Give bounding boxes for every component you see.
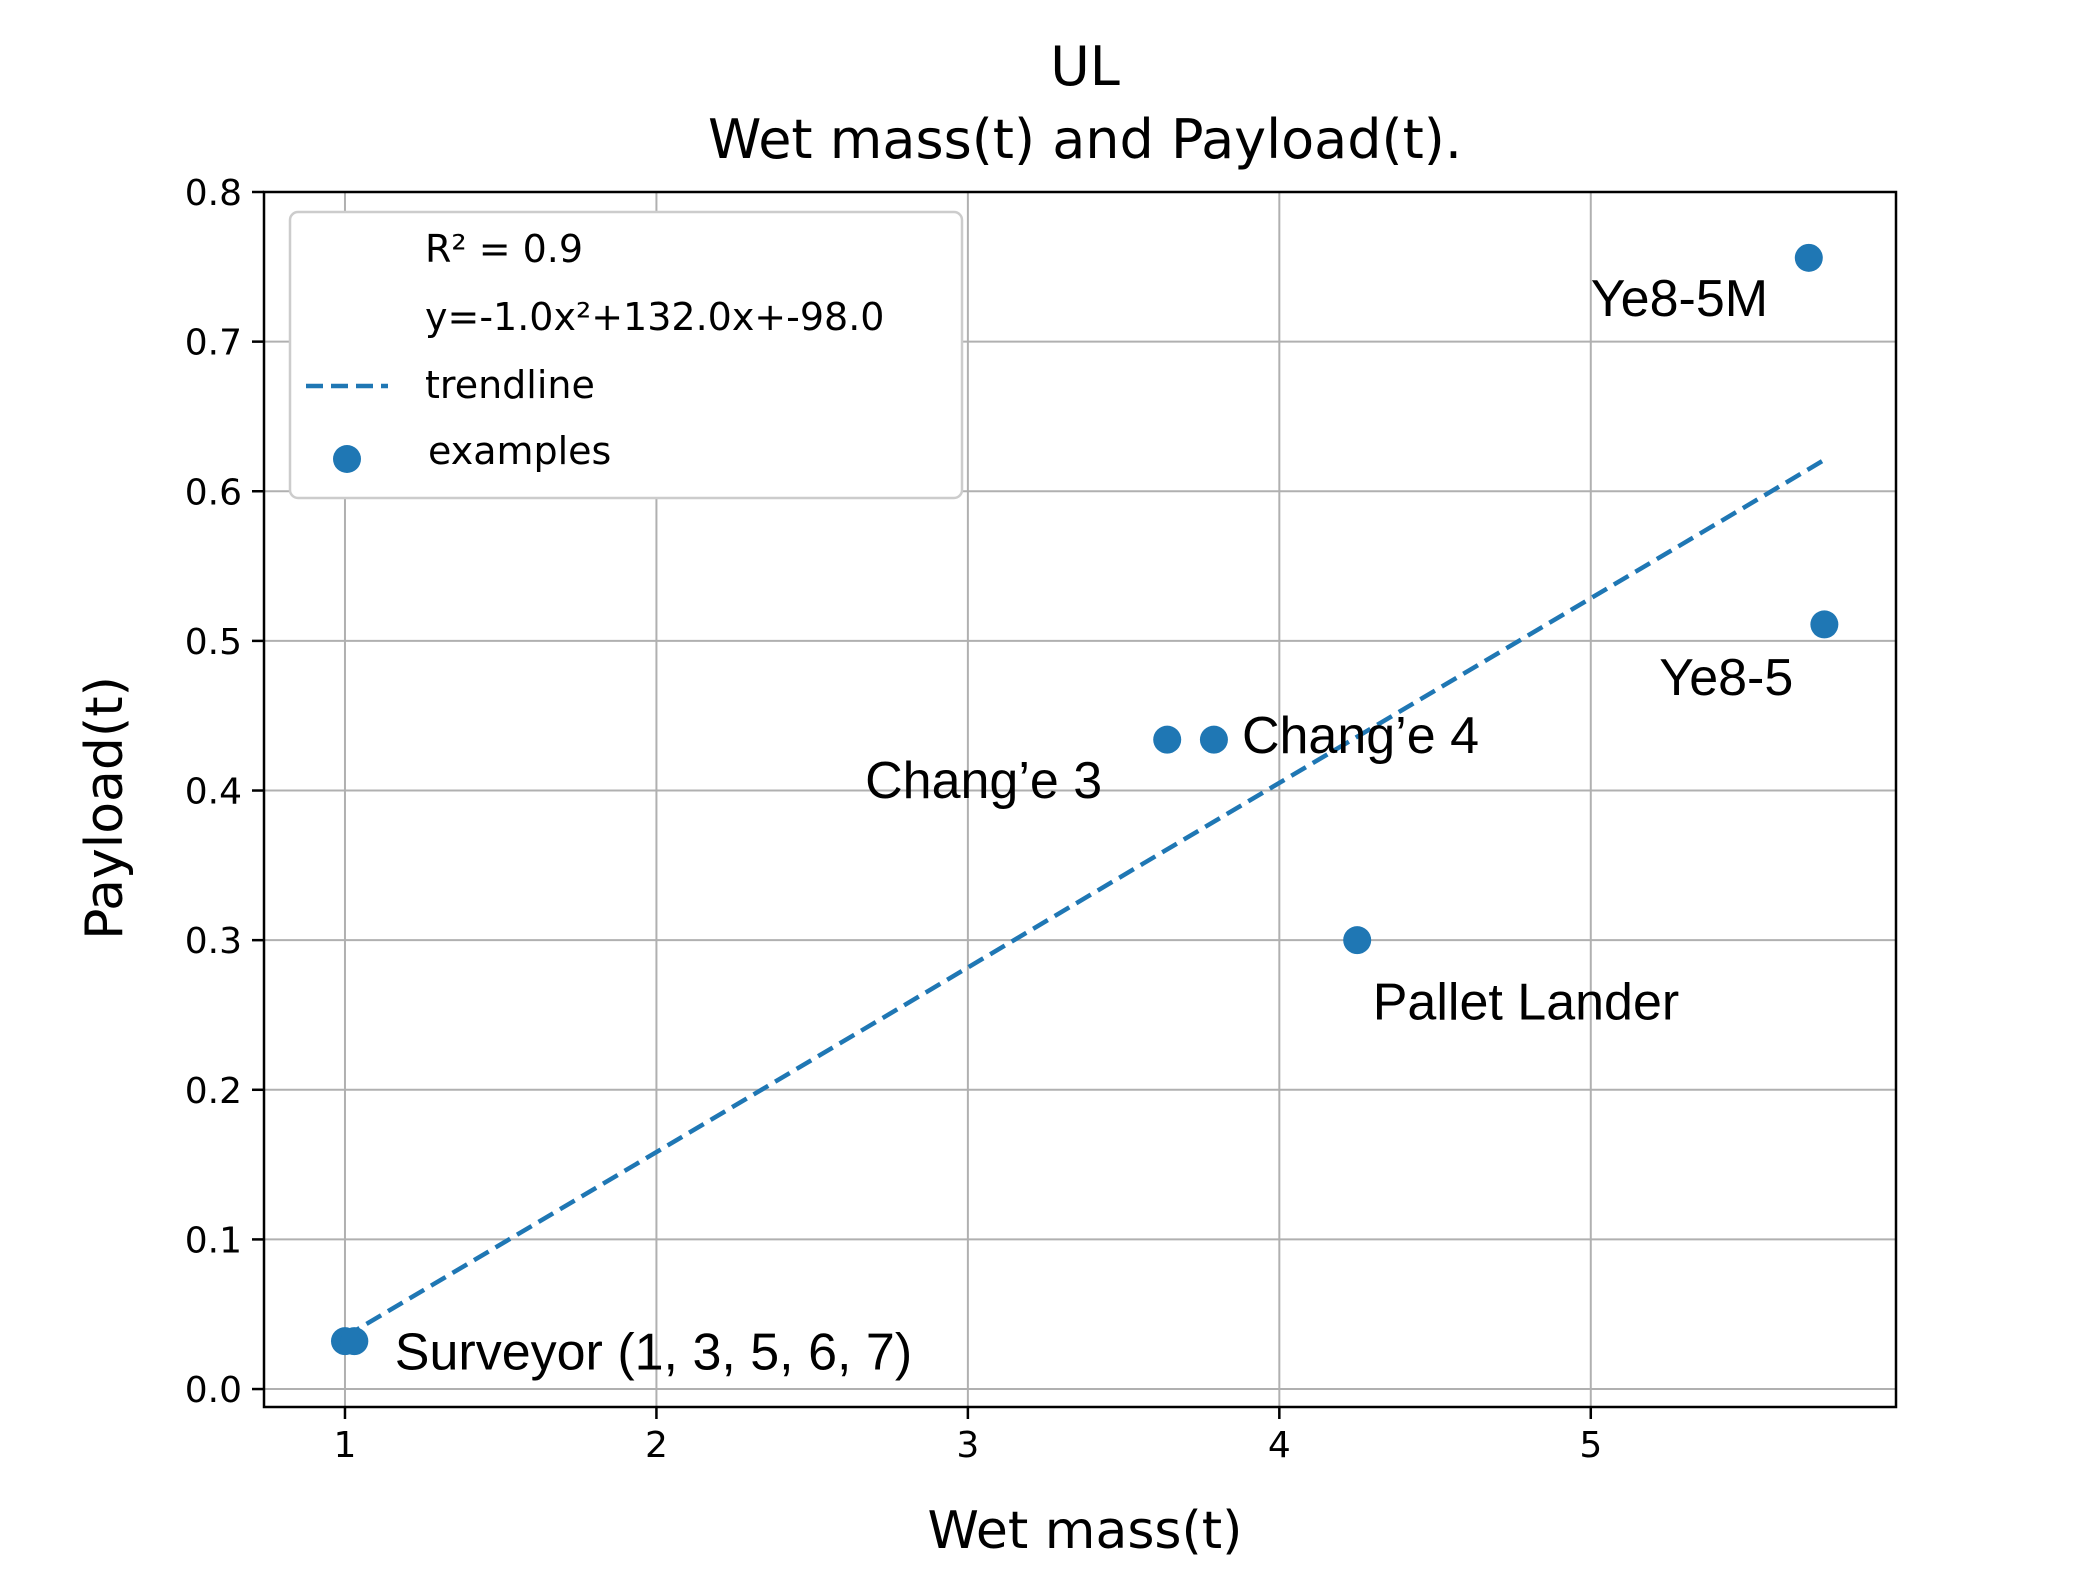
x-axis-label: Wet mass(t) [928,1501,1243,1561]
y-tick-label: 0.3 [185,921,242,962]
y-tick-label: 0.1 [185,1220,242,1261]
legend-examples-marker [333,445,361,473]
axis-ticks: 1 2 3 4 5 0.0 0.1 0.2 0.3 0.4 0.5 0.6 0.7 0.8 [185,173,1602,1466]
y-tick-label: 0.6 [185,472,242,513]
chart-title-line-1: UL [1050,35,1120,98]
x-tick-label: 4 [1268,1425,1291,1466]
y-tick-label: 0.5 [185,622,242,663]
point-annotation: Surveyor (1, 3, 5, 6, 7) [395,1324,912,1382]
y-tick-label: 0.7 [185,323,242,364]
x-tick-label: 5 [1579,1425,1602,1466]
scatter-point [1794,243,1823,272]
y-tick-label: 0.0 [185,1370,242,1411]
scatter-points [330,243,1839,1356]
trendline-layer [343,457,1826,1339]
plot-frame [262,190,1898,1409]
y-tick-label: 0.8 [185,173,242,214]
legend-entry-examples: examples [428,429,611,473]
legend-box [288,210,964,500]
y-axis-label: Payload(t) [75,676,135,940]
point-annotation: Chang’e 4 [1242,707,1479,765]
y-tick-label: 0.4 [185,772,242,813]
trendline [343,457,1826,1339]
point-annotations: Surveyor (1, 3, 5, 6, 7) Chang’e 3 Chang’e… [395,270,1793,1381]
y-tick-label: 0.2 [185,1071,242,1112]
point-annotation: Chang’e 3 [865,752,1102,810]
chart-title-line-2: Wet mass(t) and Payload(t). [708,108,1462,171]
x-tick-label: 1 [334,1425,357,1466]
point-annotation: Ye8-5M [1591,270,1768,328]
point-annotation: Ye8-5 [1659,649,1793,707]
scatter-point [1810,610,1839,639]
scatter-point [1343,926,1372,955]
x-tick-label: 2 [645,1425,668,1466]
legend-entry-trendline: trendline [425,363,595,407]
legend-entry-equation: y=-1.0x²+132.0x+-98.0 [425,295,884,339]
x-tick-label: 3 [956,1425,979,1466]
legend: R² = 0.9 y=-1.0x²+132.0x+-98.0 trendline… [288,210,964,500]
scatter-point [1153,725,1182,754]
point-annotation: Pallet Lander [1373,973,1679,1031]
legend-entry-r-squared: R² = 0.9 [425,227,583,271]
scatter-point [1199,725,1228,754]
scatter-point [340,1327,369,1356]
